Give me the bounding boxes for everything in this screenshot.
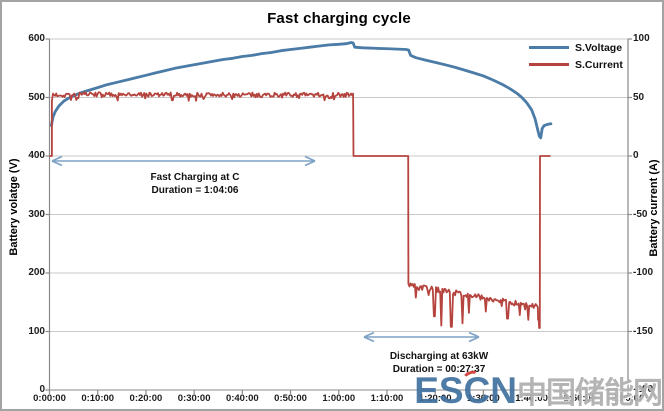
annotation-discharging-line1: Discharging at 63kW xyxy=(389,351,489,362)
legend-swatch xyxy=(529,63,569,66)
watermark-escn-logo: ESCN xyxy=(414,368,517,411)
legend-entry-s-current: S.Current xyxy=(529,56,623,73)
annotation-fast-charging-line1: Fast Charging at C xyxy=(150,172,240,183)
x-tick-label: 0:20:00 xyxy=(129,393,163,404)
annotation-fast-charging-line2: Duration = 1:04:06 xyxy=(151,184,239,196)
legend-label: S.Current xyxy=(575,58,623,71)
watermark: ESCN 中国储能网 xyxy=(414,368,662,411)
x-tick-label: 0:40:00 xyxy=(225,393,259,404)
y-right-tick-label: 0 xyxy=(633,150,639,161)
x-tick-label: 1:50:00 xyxy=(563,393,597,404)
y-left-tick-label: 600 xyxy=(28,33,45,44)
y-left-tick-label: 500 xyxy=(28,91,45,103)
legend-label: S.Voltage xyxy=(575,41,623,54)
x-tick-label: 1:30:00 xyxy=(467,393,500,404)
chart-title: Fast charging cycle xyxy=(267,10,411,27)
annotation-discharging-line2: Duration = 00:27:37 xyxy=(392,363,486,375)
y-right-tick-label: -200 xyxy=(633,384,654,395)
x-tick-label: 0:10:00 xyxy=(81,393,115,404)
x-tick-label: 0:50:00 xyxy=(274,393,307,404)
y-right-tick-label: -100 xyxy=(633,267,654,278)
y-left-tick-label: 300 xyxy=(28,208,45,220)
x-tick-label: 1:10:00 xyxy=(370,393,404,404)
watermark-cjk-text: 中国储能网 xyxy=(517,377,662,410)
watermark-latin-text: ESCN xyxy=(414,370,517,411)
x-tick-label: 1:00:00 xyxy=(322,393,356,404)
annotation-fast-charging: Fast Charging at C Duration = 1:04:06 xyxy=(115,172,275,197)
y-left-tick-label: 100 xyxy=(28,325,45,337)
x-tick-label: 0:30:00 xyxy=(177,393,211,404)
y-right-tick-label: 100 xyxy=(633,33,650,44)
y-right-tick-label: -50 xyxy=(633,208,648,220)
y-right-tick-label: -150 xyxy=(633,325,654,337)
y-left-tick-label: 400 xyxy=(28,150,45,161)
legend-swatch xyxy=(529,46,569,49)
legend-entry-s-voltage: S.Voltage xyxy=(529,39,623,56)
x-tick-label: 1:40:00 xyxy=(515,393,548,404)
x-tick-label: 2:00:00 xyxy=(611,393,645,404)
x-tick-label: 1:20:00 xyxy=(418,393,452,404)
annotation-discharging: Discharging at 63kW Duration = 00:27:37 xyxy=(354,351,524,376)
y-right-tick-label: 50 xyxy=(633,91,645,103)
y-left-tick-label: 200 xyxy=(28,267,45,278)
legend: S.Voltage S.Current xyxy=(529,39,623,73)
x-tick-label: 0:00:00 xyxy=(33,393,66,404)
y-left-tick-label: 0 xyxy=(39,384,45,395)
